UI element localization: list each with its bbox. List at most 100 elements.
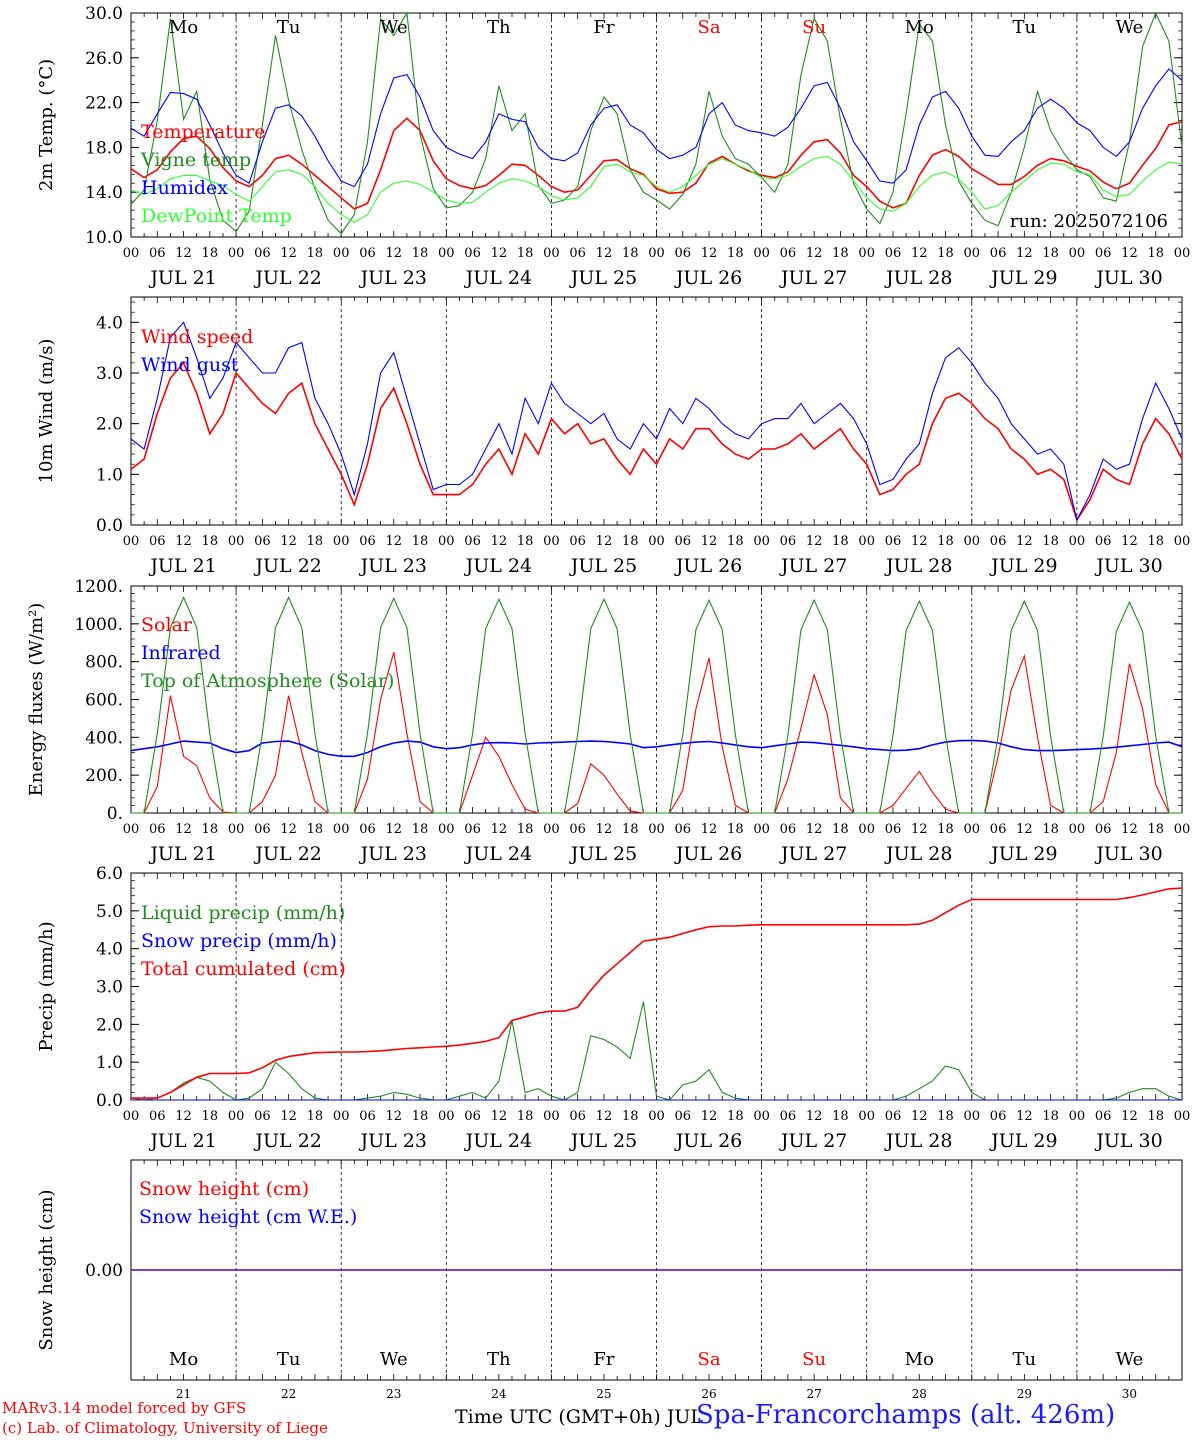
hour-label: 00 xyxy=(648,246,665,261)
y-tick-label: 200. xyxy=(85,766,123,786)
hour-label: 18 xyxy=(1042,246,1059,261)
hour-label: 18 xyxy=(307,1109,324,1124)
y-tick-label: 5.0 xyxy=(96,902,123,922)
hour-label: 12 xyxy=(1121,822,1138,837)
hour-label: 00 xyxy=(753,534,770,549)
y-tick-label: 600. xyxy=(85,691,123,711)
credit-line-1: MARv3.14 model forced by GFS xyxy=(2,1399,247,1417)
hour-label: 00 xyxy=(648,822,665,837)
date-label: JUL 27 xyxy=(779,555,847,577)
hour-label: 00 xyxy=(1069,246,1086,261)
hour-label: 12 xyxy=(911,822,928,837)
series-line xyxy=(130,739,1183,758)
hour-label: 18 xyxy=(202,822,219,837)
hour-label: 06 xyxy=(780,534,797,549)
y-tick-label: 3.0 xyxy=(96,978,123,998)
hour-label: 18 xyxy=(412,246,429,261)
hour-label: 00 xyxy=(438,822,455,837)
hour-label: 00 xyxy=(1069,534,1086,549)
hour-label: 00 xyxy=(333,534,350,549)
hour-label: 18 xyxy=(727,1109,744,1124)
hour-label: 06 xyxy=(464,822,481,837)
y-tick-label: 0.0 xyxy=(96,516,123,536)
y-tick-label: 1.0 xyxy=(96,1053,123,1073)
hour-label: 06 xyxy=(359,246,376,261)
hour-label: 06 xyxy=(990,246,1007,261)
y-axis-label: Precip (mm/h) xyxy=(36,921,57,1051)
date-label: JUL 25 xyxy=(569,1130,637,1152)
hour-label: 06 xyxy=(780,822,797,837)
hour-label: 12 xyxy=(1016,822,1033,837)
hour-label: 12 xyxy=(1016,1109,1033,1124)
hour-label: 18 xyxy=(517,822,534,837)
series-line xyxy=(131,887,1183,1099)
y-tick-label: 26.0 xyxy=(85,49,123,69)
hour-label: 18 xyxy=(307,534,324,549)
y-tick-label: 2.0 xyxy=(96,1015,123,1035)
hour-label: 06 xyxy=(569,534,586,549)
hour-label: 00 xyxy=(1069,822,1086,837)
date-label: JUL 24 xyxy=(464,267,532,289)
date-label: JUL 26 xyxy=(674,555,742,577)
y-tick-label: 6.0 xyxy=(96,864,123,884)
hour-label: 06 xyxy=(464,246,481,261)
hour-label: 18 xyxy=(622,1109,639,1124)
y-axis-label: Energy fluxes (W/m²) xyxy=(26,603,47,797)
y-tick-label: 0.00 xyxy=(85,1261,123,1281)
hour-label: 12 xyxy=(385,246,402,261)
hour-label: 06 xyxy=(149,246,166,261)
hour-label: 06 xyxy=(359,534,376,549)
legend-entry: Liquid precip (mm/h) xyxy=(141,902,345,924)
hour-label: 00 xyxy=(858,246,875,261)
date-label: JUL 24 xyxy=(464,1130,532,1152)
weekday-label: We xyxy=(380,17,408,38)
y-axis-label: 2m Temp. (°C) xyxy=(36,59,57,191)
hour-label: 12 xyxy=(280,1109,297,1124)
hour-label: 12 xyxy=(1121,246,1138,261)
hour-label: 06 xyxy=(254,822,271,837)
y-tick-label: 2.0 xyxy=(96,415,123,435)
hour-label: 12 xyxy=(701,246,718,261)
weekday-label: Fr xyxy=(593,17,614,38)
legend-entry: Snow height (cm) xyxy=(139,1178,309,1200)
credit-line-2: (c) Lab. of Climatology, University of L… xyxy=(2,1419,328,1437)
hour-label: 00 xyxy=(333,822,350,837)
station-name: Spa-Francorchamps (alt. 426m) xyxy=(696,1400,1116,1430)
hour-label: 18 xyxy=(517,1109,534,1124)
date-label: JUL 26 xyxy=(674,267,742,289)
hour-label: 00 xyxy=(228,246,245,261)
hour-label: 18 xyxy=(412,822,429,837)
legend-entry: Snow precip (mm/h) xyxy=(141,930,337,952)
hour-label: 12 xyxy=(1016,246,1033,261)
hour-label: 06 xyxy=(885,534,902,549)
day-number: 26 xyxy=(701,1387,716,1400)
date-label: JUL 29 xyxy=(989,843,1057,865)
hour-label: 18 xyxy=(517,534,534,549)
hour-label: 12 xyxy=(385,822,402,837)
date-label: JUL 25 xyxy=(569,267,637,289)
run-label: run: 2025072106 xyxy=(1010,211,1168,232)
hour-label: 06 xyxy=(675,822,692,837)
weekday-label: Mo xyxy=(169,1349,198,1370)
hour-label: 18 xyxy=(1042,1109,1059,1124)
hour-label: 00 xyxy=(648,1109,665,1124)
date-label: JUL 26 xyxy=(674,843,742,865)
hour-label: 18 xyxy=(622,822,639,837)
weekday-label: Sa xyxy=(698,1349,721,1370)
hour-label: 06 xyxy=(990,534,1007,549)
hour-label: 18 xyxy=(202,246,219,261)
hour-label: 06 xyxy=(149,534,166,549)
hour-label: 06 xyxy=(885,246,902,261)
hour-label: 18 xyxy=(832,822,849,837)
hour-label: 18 xyxy=(937,822,954,837)
day-number: 24 xyxy=(491,1387,507,1400)
hour-label: 00 xyxy=(543,822,560,837)
y-axis-label: Snow height (cm) xyxy=(36,1189,57,1350)
hour-label: 12 xyxy=(806,822,823,837)
hour-label: 18 xyxy=(832,534,849,549)
hour-label: 00 xyxy=(1174,534,1191,549)
date-label: JUL 21 xyxy=(148,267,216,289)
hour-label: 12 xyxy=(280,246,297,261)
hour-label: 06 xyxy=(149,822,166,837)
hour-label: 12 xyxy=(491,822,508,837)
